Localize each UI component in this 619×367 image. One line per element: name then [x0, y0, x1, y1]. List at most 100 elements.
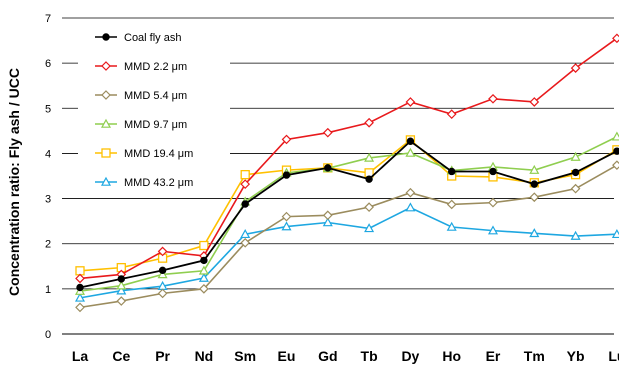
data-point: [446, 199, 457, 210]
data-point: [322, 217, 333, 227]
data-point: [101, 148, 111, 158]
data-point: [240, 169, 250, 180]
data-point: [364, 152, 375, 162]
data-point: [241, 200, 249, 208]
x-tick-label: Ho: [442, 348, 461, 364]
data-point: [405, 187, 416, 198]
data-point: [240, 237, 251, 248]
legend-label: MMD 19.4 μm: [124, 148, 193, 160]
data-point: [157, 246, 168, 257]
data-point: [240, 228, 251, 239]
data-point: [116, 296, 127, 306]
series-0: [76, 137, 619, 292]
data-point: [324, 164, 332, 172]
data-point: [570, 230, 581, 240]
data-point: [530, 180, 538, 188]
data-point: [446, 109, 457, 120]
y-axis: 0 1 2 3 4 5 6 7: [45, 13, 51, 341]
data-point: [365, 175, 373, 183]
y-tick-label: 4: [45, 148, 51, 160]
data-point: [406, 137, 415, 145]
data-point: [240, 179, 251, 189]
data-point: [322, 210, 333, 221]
data-point: [76, 283, 84, 292]
data-point: [529, 164, 540, 174]
data-point: [200, 256, 208, 265]
data-point: [405, 147, 416, 157]
x-tick-label: Ce: [112, 348, 130, 364]
x-tick-label: Sm: [234, 348, 256, 364]
data-point: [448, 167, 456, 176]
data-point: [117, 275, 126, 283]
series-line: [79, 136, 618, 292]
series-line: [79, 164, 618, 309]
series-2: [75, 160, 619, 313]
x-tick-label: Pr: [155, 348, 170, 364]
series-line: [79, 140, 618, 289]
legend-background: [78, 20, 230, 192]
data-point: [198, 265, 209, 275]
x-tick-label: Tm: [524, 348, 545, 364]
x-tick-label: Gd: [318, 348, 337, 364]
data-point: [529, 228, 540, 238]
y-tick-label: 1: [45, 284, 51, 296]
data-point: [488, 93, 498, 104]
data-point: [529, 97, 540, 107]
data-point: [100, 176, 112, 186]
data-point: [405, 97, 416, 107]
x-tick-label: La: [72, 348, 89, 364]
legend-label: MMD 43.2 μm: [124, 177, 193, 189]
data-point: [571, 168, 580, 177]
y-tick-label: 7: [45, 13, 51, 25]
data-point: [116, 285, 127, 295]
x-tick-label: Eu: [278, 348, 296, 364]
data-point: [158, 266, 167, 275]
data-point: [570, 183, 581, 194]
data-point: [74, 292, 86, 302]
data-point: [364, 223, 375, 233]
y-tick-label: 0: [45, 329, 51, 341]
data-point: [282, 171, 291, 179]
x-tick-label: Yb: [567, 348, 585, 364]
series-5: [74, 202, 619, 302]
series-line: [79, 206, 617, 299]
y-tick-label: 5: [45, 103, 51, 115]
data-point: [364, 202, 374, 212]
data-point: [488, 197, 498, 208]
x-tick-label: Tb: [361, 348, 378, 364]
data-point: [613, 147, 619, 155]
data-point: [101, 90, 111, 100]
data-point: [116, 280, 127, 290]
data-point: [446, 221, 457, 231]
data-point: [281, 134, 292, 145]
x-axis: La Ce Pr Nd Sm Eu Gd Tb Dy Ho Er Tm Yb Lu: [62, 333, 619, 364]
x-tick-label: Dy: [401, 348, 419, 364]
data-point: [199, 284, 209, 294]
data-point: [102, 33, 110, 41]
data-point: [570, 63, 581, 73]
data-point: [612, 33, 619, 44]
series-line: [79, 37, 618, 280]
y-axis-label: Concentration ratio: Fly ash / UCC: [6, 68, 22, 296]
data-point: [75, 266, 85, 276]
data-point: [487, 225, 499, 235]
data-point: [157, 288, 168, 299]
legend-label: MMD 2.2 μm: [124, 61, 187, 73]
x-tick-label: Lu: [608, 348, 619, 364]
x-tick-label: Er: [486, 348, 501, 364]
data-point: [75, 302, 85, 313]
data-point: [199, 240, 209, 251]
x-tick-label: Nd: [195, 348, 214, 364]
data-point: [364, 117, 374, 128]
data-point: [611, 131, 619, 141]
data-point: [322, 127, 333, 138]
data-point: [100, 118, 112, 128]
y-tick-label: 6: [45, 58, 51, 70]
y-tick-label: 2: [45, 239, 51, 251]
legend: Coal fly ash MMD 2.2 μm MMD 5.4 μm MMD 9.7 …: [78, 20, 230, 192]
data-point: [75, 273, 85, 284]
data-point: [570, 151, 581, 161]
legend-label: MMD 9.7 μm: [124, 119, 187, 131]
data-point: [612, 160, 619, 171]
